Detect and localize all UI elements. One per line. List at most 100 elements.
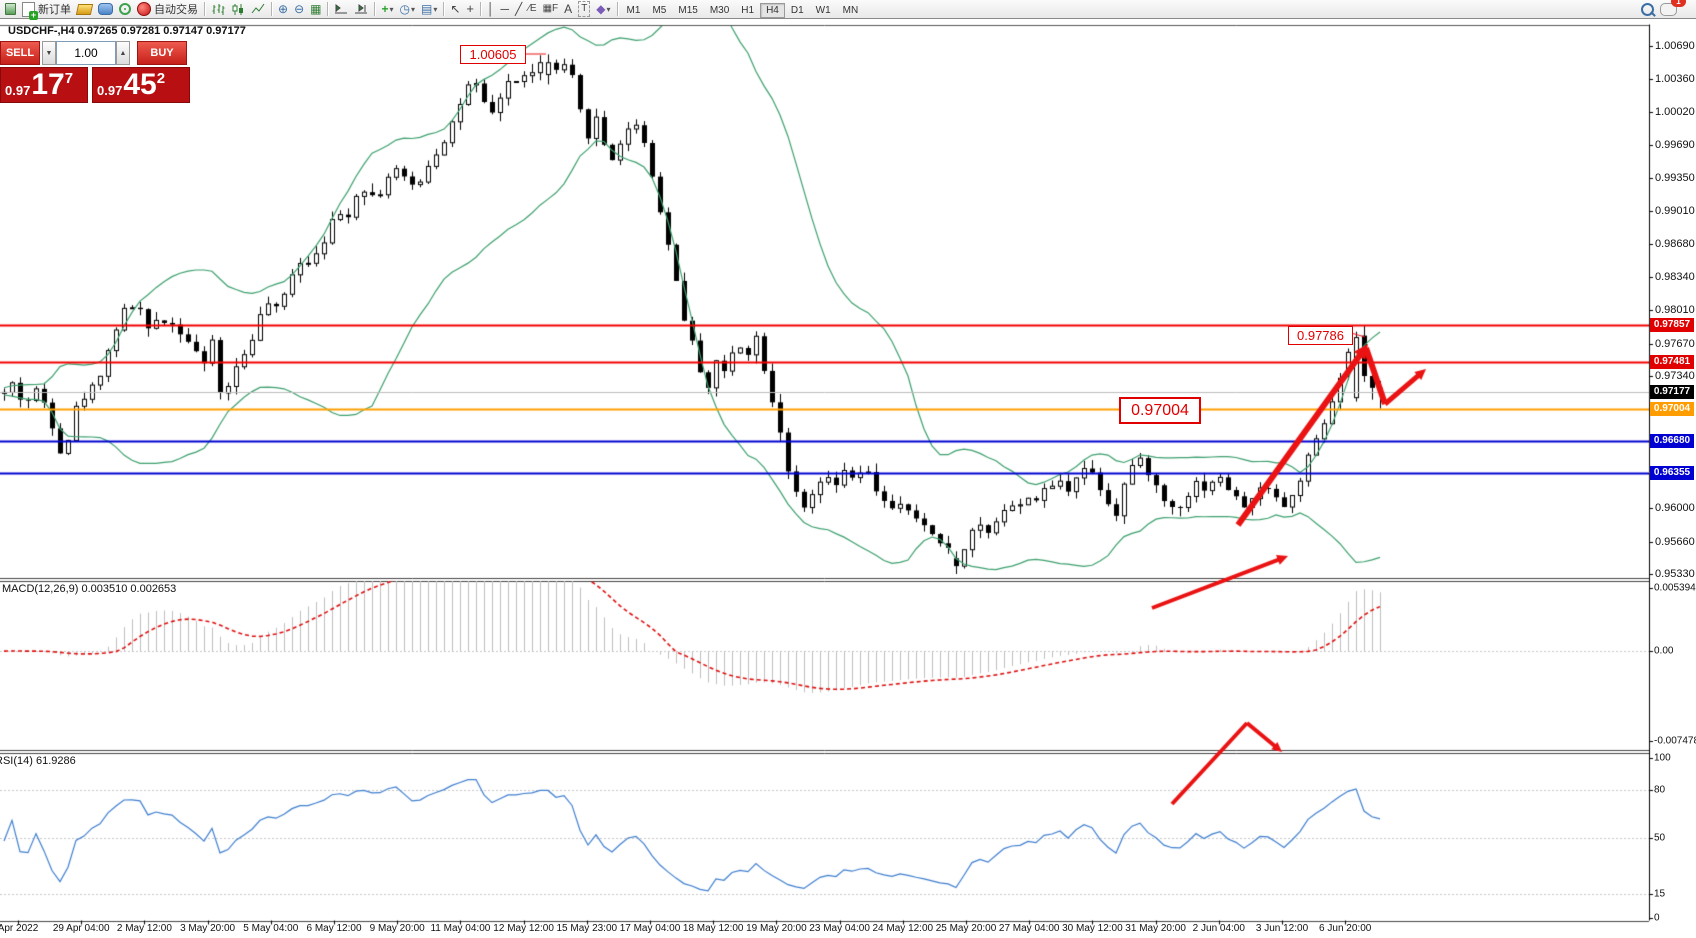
timeframe-button-w1[interactable]: W1 (815, 5, 831, 16)
zoom-in-icon: ⊕ (278, 2, 289, 16)
timeframe-button-h4[interactable]: H4 (760, 3, 785, 18)
price-callout[interactable]: 0.97004 (1119, 397, 1201, 424)
periods-button[interactable]: ◷ ▾ (397, 1, 419, 18)
channel-tool-button[interactable]: ∕E (525, 1, 539, 18)
price-tick-label: 0.98340 (1655, 271, 1695, 284)
price-tick-label: 0.97670 (1655, 337, 1695, 350)
zoom-out-button[interactable]: ⊖ (291, 1, 307, 18)
macd-axis-label: 0.00 (1654, 645, 1674, 657)
indicators-button[interactable]: + ▾ (378, 1, 396, 18)
line-chart-icon (251, 3, 265, 13)
price-tick-label: 0.96000 (1655, 502, 1695, 514)
price-axis-tag: 0.96355 (1650, 466, 1694, 481)
templates-button[interactable]: ▤ ▾ (418, 1, 440, 18)
rsi-axis-label: 100 (1654, 752, 1671, 764)
auto-scroll-icon (355, 4, 368, 14)
timeframe-button-mn[interactable]: MN (842, 5, 859, 16)
notification-badge: 1 (1671, 0, 1686, 7)
data-window-icon[interactable] (95, 1, 116, 18)
time-axis-label: 29 Apr 04:00 (52, 923, 110, 934)
candlestick-icon (232, 3, 243, 15)
candle-chart-mode-button[interactable] (228, 1, 248, 18)
auto-trading-icon (137, 2, 151, 16)
price-tick-label: 0.98680 (1655, 238, 1695, 250)
arrows-tool-button[interactable]: ◆ ▾ (593, 1, 613, 18)
separator (374, 2, 376, 16)
macd-axis-label: 0.005394 (1654, 582, 1696, 594)
scroll-end-icon (335, 4, 348, 14)
search-button[interactable] (1638, 1, 1657, 18)
timeframe-button-d1[interactable]: D1 (790, 5, 804, 16)
new-order-icon: + (22, 1, 38, 20)
tile-windows-button[interactable]: ▦ (307, 1, 324, 18)
crosshair-icon: + (466, 1, 475, 16)
time-axis-label: 5 May 04:00 (243, 923, 299, 934)
price-tick-label: 1.00690 (1655, 40, 1695, 52)
sell-price-display[interactable]: 0.97 17 7 (0, 67, 88, 103)
timeframe-button-m1[interactable]: M1 (626, 5, 641, 16)
hline-tool-button[interactable]: ─ (498, 1, 513, 18)
price-axis-tag: 0.97177 (1650, 385, 1694, 400)
timeframe-group: M1 M5 M15 M30 H1 H4 D1 W1 MN (621, 0, 865, 18)
toolbar: + 新订单 自动交易 ⊕ ⊖ ▦ + ▾ ◷ ▾ ▤ ▾ ↖ + │ ─ ╱ ∕E ▦… (0, 0, 1696, 20)
cursor-tool-button[interactable]: ↖ (447, 1, 463, 18)
time-axis-label: 3 Jun 12:00 (1255, 923, 1309, 934)
text-label-tool-button[interactable]: T (575, 1, 593, 18)
buy-price-display[interactable]: 0.97 45 2 (92, 67, 190, 103)
chart-window-icon[interactable] (2, 1, 19, 18)
timeframe-button-m5[interactable]: M5 (652, 5, 667, 16)
rsi-axis-label: 50 (1654, 832, 1666, 844)
time-axis-label: 6 Jun 20:00 (1319, 923, 1372, 934)
auto-trading-button[interactable]: 自动交易 (134, 1, 201, 18)
bar-chart-mode-button[interactable] (208, 1, 228, 18)
price-tick-label: 0.95330 (1655, 568, 1695, 580)
separator (204, 2, 205, 16)
timeframe-button-m15[interactable]: M15 (678, 5, 698, 16)
time-axis-label: 24 May 12:00 (872, 923, 934, 934)
price-axis-tag: 0.97004 (1650, 402, 1694, 417)
volume-decrease-button[interactable]: ▼ (42, 41, 56, 65)
volume-increase-button[interactable]: ▲ (116, 41, 130, 65)
new-order-label: 新订单 (38, 4, 71, 16)
price-tick-label: 0.99690 (1655, 138, 1695, 151)
time-axis-label: 17 May 04:00 (619, 923, 681, 934)
rsi-indicator-label: RSI(14) 61.9286 (0, 755, 76, 767)
price-callout[interactable]: 1.00605 (460, 45, 526, 64)
new-order-button[interactable]: + 新订单 (19, 1, 74, 20)
time-axis-label: Apr 2022 (0, 923, 39, 934)
market-watch-icon[interactable] (74, 1, 95, 18)
rsi-axis-label: 80 (1654, 784, 1666, 796)
chart-window-glyph (5, 3, 16, 15)
buy-button[interactable]: BUY (137, 41, 187, 65)
buy-price-pip: 2 (156, 70, 166, 87)
notifications-button[interactable]: 1 (1657, 0, 1686, 18)
volume-input[interactable] (56, 41, 116, 65)
signals-icon[interactable] (116, 1, 134, 18)
shapes-icon: ◆ (596, 2, 606, 16)
price-axis-tag: 0.97481 (1650, 355, 1694, 370)
gold-icon (75, 3, 94, 15)
vline-tool-button[interactable]: │ (484, 1, 498, 18)
fibonacci-tool-button[interactable]: ▦F (540, 1, 562, 18)
line-chart-mode-button[interactable] (248, 1, 268, 18)
time-axis-label: 23 May 04:00 (809, 923, 870, 934)
timeframe-button-h1[interactable]: H1 (741, 5, 755, 16)
one-click-trade-panel: SELL ▼ ▲ BUY 0.97 17 7 0.97 45 2 (0, 41, 190, 103)
clock-icon: ◷ (399, 2, 410, 16)
equidistant-channel-icon: ∕E (528, 3, 537, 14)
timeframe-button-m30[interactable]: M30 (709, 5, 730, 16)
text-tool-button[interactable]: A (561, 1, 575, 18)
price-callout[interactable]: 0.97786 (1288, 326, 1353, 345)
time-axis-label: 9 May 20:00 (369, 923, 425, 934)
text-label-icon: T (578, 1, 591, 17)
sell-button[interactable]: SELL (0, 41, 40, 65)
scroll-to-end-button[interactable] (331, 1, 351, 18)
zoom-in-button[interactable]: ⊕ (275, 1, 291, 18)
tile-windows-icon: ▦ (310, 2, 322, 16)
crosshair-tool-button[interactable]: + (463, 1, 477, 18)
auto-scroll-button[interactable] (351, 1, 371, 18)
sell-price-main: 17 (31, 68, 65, 101)
time-axis-label: 27 May 04:00 (998, 923, 1060, 934)
trendline-tool-button[interactable]: ╱ (512, 1, 525, 18)
